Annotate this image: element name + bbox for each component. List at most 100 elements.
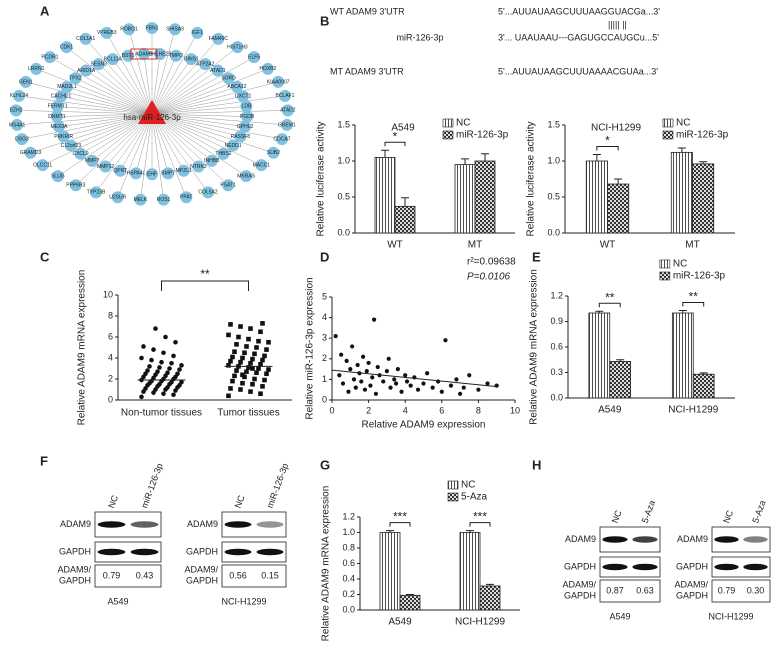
network-node (185, 53, 198, 66)
y-axis-label: Relative miR-126-3p expression (305, 277, 316, 419)
bar (394, 205, 416, 234)
network-edge (151, 113, 287, 126)
row-label: GAPDH (186, 546, 218, 556)
data-point (232, 373, 237, 379)
network-node (272, 75, 285, 88)
node-label: SLUG (51, 173, 65, 179)
network-edge (151, 58, 192, 115)
significance-bracket (596, 146, 619, 151)
node-label: IGF1 (192, 30, 203, 36)
network-edge (66, 46, 153, 115)
y-tick-label: 0 (108, 394, 113, 404)
network-node (234, 130, 247, 143)
node-label: PRKRIR (54, 134, 73, 140)
data-point (153, 326, 158, 331)
network-edge (106, 32, 153, 115)
x-axis-label: Relative ADAM9 expression (362, 420, 486, 431)
error-bar (699, 161, 708, 164)
node-label: LRRN1 (28, 66, 45, 72)
ratio-value: 0.56 (229, 570, 247, 580)
lane-label: 5-Aza (750, 499, 767, 525)
y-tick-label: 1 (322, 374, 327, 384)
annotation: r²=0.09638 (467, 257, 516, 268)
network-edge (60, 96, 153, 115)
network-node (64, 139, 77, 152)
network-edge (75, 113, 153, 186)
network-node (191, 26, 204, 39)
error-bar (592, 154, 601, 161)
data-point (344, 358, 349, 363)
node-label: HOXB2 (259, 66, 276, 72)
bar (671, 312, 694, 399)
ratio-box (221, 564, 287, 588)
sequence: 5'...AUUAUAAGCUUUAAAACGUAa...3' (498, 66, 658, 76)
cell-label: NCI-H1299 (221, 596, 266, 606)
network-edge (151, 113, 283, 140)
network-node (276, 133, 289, 146)
node-label: MPZL1 (176, 168, 192, 174)
network-node (99, 160, 112, 173)
data-point (159, 359, 164, 365)
node-label: GREM1 (278, 122, 296, 128)
network-node (106, 53, 119, 66)
node-label: C12orf23 (61, 143, 82, 149)
y-axis-label: Relative luciferase activity (526, 121, 537, 236)
network-node (240, 170, 253, 183)
network-node (86, 154, 99, 167)
network-node (57, 130, 70, 143)
data-point (151, 347, 156, 352)
data-point (258, 362, 263, 367)
node-label: COL5A2 (198, 190, 217, 196)
network-node (231, 80, 244, 93)
legend-swatch (442, 118, 454, 128)
node-label: TMPO (169, 53, 184, 59)
node-label: CDCA7 (274, 137, 291, 143)
legend-swatch (447, 480, 459, 490)
sequence: 3'... UAAUAAU---GAGUGCCAUGCu...5' (498, 32, 659, 42)
significance-label: ** (200, 267, 210, 281)
bar (607, 183, 630, 234)
network-node (212, 32, 225, 45)
ratio-value: 0.30 (747, 585, 765, 595)
data-point (355, 362, 360, 368)
band (714, 536, 739, 543)
x-tick-label: MT (468, 240, 482, 251)
network-edge (151, 113, 246, 127)
ratio-label: GAPDH (564, 590, 596, 600)
data-point (256, 338, 261, 344)
legend-swatch (662, 130, 674, 140)
bar (692, 163, 715, 234)
row-label: ADAM9 (677, 534, 708, 544)
error-bar (677, 147, 686, 153)
error-bar (461, 158, 469, 165)
data-point (371, 317, 377, 322)
network-node (169, 49, 182, 62)
ratio-label: GAPDH (59, 575, 91, 585)
node-label: ATP2A2 (196, 61, 214, 67)
y-tick-label: 5 (322, 291, 327, 301)
network-edge (98, 63, 153, 115)
data-point (244, 344, 249, 349)
data-point (458, 391, 463, 396)
data-point (248, 389, 253, 394)
data-point (258, 329, 263, 335)
data-point (361, 354, 366, 359)
data-point (368, 383, 373, 388)
row-label: ADAM9 (60, 519, 91, 529)
network-node (30, 62, 43, 75)
network-node (281, 104, 294, 117)
annotation: P=0.0106 (467, 272, 511, 283)
significance-bracket (389, 522, 411, 527)
network-node (92, 58, 105, 71)
legend-label: 5-Aza (461, 492, 488, 503)
blot-box (221, 541, 287, 563)
error-bar (386, 530, 394, 533)
legend-swatch (442, 130, 454, 140)
legend-label: NC (461, 480, 475, 491)
error-bar (406, 594, 414, 596)
network-edge (151, 113, 229, 186)
cell-label: NCI-H1299 (708, 611, 753, 621)
network-edge (151, 113, 209, 193)
data-point (179, 363, 184, 368)
data-point (408, 383, 413, 388)
